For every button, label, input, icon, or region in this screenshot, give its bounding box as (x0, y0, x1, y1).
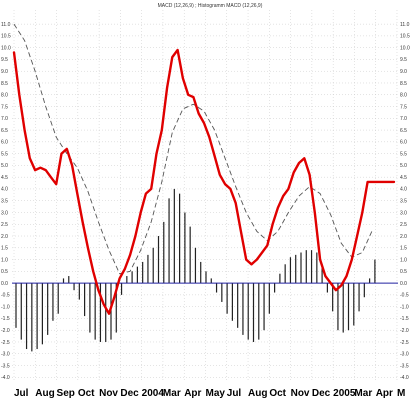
y-tick-label-right: 2.5 (400, 222, 407, 228)
y-tick-label-right: -2.5 (400, 340, 409, 346)
x-tick-label: 2005 (333, 388, 356, 399)
y-tick-label-right: 6.5 (400, 128, 407, 134)
y-tick-label-left: 3.5 (1, 199, 8, 205)
y-tick-label-left: -2.0 (1, 328, 10, 334)
y-tick-label-left: 1.5 (1, 246, 8, 252)
y-tick-label-right: -0.5 (400, 293, 409, 299)
x-tick-label: May (205, 388, 225, 399)
y-tick-label-left: 4.5 (1, 175, 8, 181)
y-tick-label-left: 0.5 (1, 269, 8, 275)
y-tick-label-right: -1.5 (400, 316, 409, 322)
y-tick-label-right: 8.0 (400, 93, 407, 99)
y-tick-label-right: 0.0 (400, 281, 407, 287)
y-tick-label-left: 8.0 (1, 93, 8, 99)
y-tick-label-left: 2.0 (1, 234, 8, 240)
y-tick-label-left: 7.0 (1, 116, 8, 122)
y-tick-label-right: 3.0 (400, 210, 407, 216)
x-tick-label: Oct (269, 388, 286, 399)
signal-series-line (13, 23, 374, 275)
y-tick-label-right: -2.0 (400, 328, 409, 334)
y-tick-label-left: -2.5 (1, 340, 10, 346)
x-tick-label: Mar (354, 388, 372, 399)
y-tick-label-right: 3.5 (400, 199, 407, 205)
y-tick-label-left: -4.0 (1, 375, 10, 381)
x-tick-label: Jul (227, 388, 242, 399)
y-tick-label-right: 0.5 (400, 269, 407, 275)
y-tick-label-right: -3.5 (400, 363, 409, 369)
y-tick-label-left: 6.5 (1, 128, 8, 134)
y-tick-label-right: 8.5 (400, 81, 407, 87)
y-tick-label-left: 8.5 (1, 81, 8, 87)
y-tick-label-left: -3.5 (1, 363, 10, 369)
x-tick-label: Jul (14, 388, 29, 399)
x-tick-label: Aug (248, 388, 267, 399)
y-tick-label-left: 0.0 (1, 281, 8, 287)
y-tick-label-right: -3.0 (400, 352, 409, 358)
y-tick-label-right: 4.5 (400, 175, 407, 181)
chart-title: MACD (12,26,9) ; Histogramm MACD (12,26,… (158, 3, 263, 9)
y-tick-label-right: 9.0 (400, 69, 407, 75)
y-tick-label-left: 3.0 (1, 210, 8, 216)
y-tick-label-left: 6.0 (1, 140, 8, 146)
y-tick-label-left: 10.5 (1, 34, 11, 40)
y-tick-label-left: 9.5 (1, 57, 8, 63)
x-tick-label: Nov (291, 388, 310, 399)
x-tick-label: Nov (99, 388, 118, 399)
y-tick-label-right: 6.0 (400, 140, 407, 146)
y-axis-right-ticks: -4.0 -3.5 -3.0 -2.5 -2.0 -1.5 -1.0 -0.5 0.0 0.5 1.… (400, 22, 410, 381)
y-tick-label-right: 7.0 (400, 116, 407, 122)
macd-line (12, 48, 396, 315)
y-tick-label-left: 5.5 (1, 151, 8, 157)
y-tick-label-left: 1.0 (1, 257, 8, 263)
y-tick-label-left: 10.0 (1, 45, 11, 51)
y-tick-label-left: 4.0 (1, 187, 8, 193)
y-tick-label-right: 9.5 (400, 57, 407, 63)
x-tick-label: Aug (35, 388, 54, 399)
y-tick-label-left: -1.5 (1, 316, 10, 322)
y-tick-label-left: -3.0 (1, 352, 10, 358)
signal-line (13, 23, 374, 275)
y-tick-label-right: 5.5 (400, 151, 407, 157)
y-tick-label-right: 2.0 (400, 234, 407, 240)
y-tick-label-right: 4.0 (400, 187, 407, 193)
y-tick-label-left: 9.0 (1, 69, 8, 75)
y-tick-label-left: 11.0 (1, 22, 11, 28)
x-tick-label: Oct (78, 388, 95, 399)
y-tick-label-right: -1.0 (400, 304, 409, 310)
y-tick-label-right: 10.0 (400, 45, 410, 51)
y-tick-label-left: -0.5 (1, 293, 10, 299)
y-tick-label-right: 1.5 (400, 246, 407, 252)
y-tick-label-right: 5.0 (400, 163, 407, 169)
y-tick-label-left: 5.0 (1, 163, 8, 169)
y-axis-left-ticks: -4.0 -3.5 -3.0 -2.5 -2.0 -1.5 -1.0 -0.5 0.0 0.5 1.… (1, 22, 11, 381)
macd-series-line (12, 48, 396, 315)
x-tick-label: M (397, 388, 405, 399)
x-tick-label: Apr (376, 388, 393, 399)
x-tick-label: Mar (163, 388, 181, 399)
y-tick-label-right: 7.5 (400, 104, 407, 110)
x-tick-label: Dec (312, 388, 331, 399)
x-tick-label: Apr (184, 388, 201, 399)
x-tick-label: Dec (120, 388, 139, 399)
y-tick-label-right: -4.0 (400, 375, 409, 381)
y-tick-label-right: 1.0 (400, 257, 407, 263)
y-tick-label-left: -1.0 (1, 304, 10, 310)
y-tick-label-left: 7.5 (1, 104, 8, 110)
y-tick-label-right: 10.5 (400, 34, 410, 40)
x-axis-ticks: Jul Aug Sep Oct Nov Dec 2004 Mar Apr May Jul Aug Oct… (14, 388, 405, 399)
y-tick-label-right: 11.0 (400, 22, 410, 28)
y-tick-label-left: 2.5 (1, 222, 8, 228)
x-tick-label: Sep (57, 388, 75, 399)
x-tick-label: 2004 (142, 388, 165, 399)
